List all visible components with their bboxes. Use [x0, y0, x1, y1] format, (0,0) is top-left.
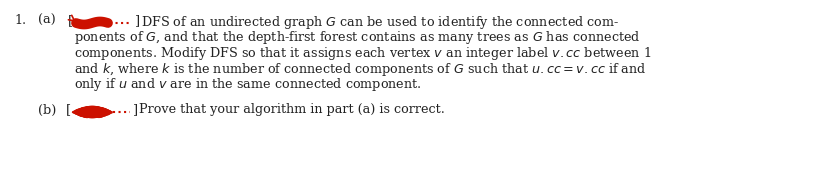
Text: (a): (a) — [38, 14, 56, 27]
Text: [: [ — [66, 103, 71, 116]
Text: (b): (b) — [38, 103, 56, 116]
Text: ponents of $G$, and that the depth-first forest contains as many trees as $G$ ha: ponents of $G$, and that the depth-first… — [74, 30, 641, 47]
Text: ]: ] — [133, 103, 138, 116]
Text: DFS of an undirected graph $G$ can be used to identify the connected com-: DFS of an undirected graph $G$ can be us… — [141, 14, 619, 31]
Text: only if $u$ and $v$ are in the same connected component.: only if $u$ and $v$ are in the same conn… — [74, 76, 422, 93]
Text: [: [ — [68, 14, 73, 27]
Text: ]: ] — [135, 14, 140, 27]
Text: components. Modify DFS so that it assigns each vertex $v$ an integer label $v.cc: components. Modify DFS so that it assign… — [74, 45, 652, 62]
Text: Prove that your algorithm in part (a) is correct.: Prove that your algorithm in part (a) is… — [139, 103, 445, 116]
Text: and $k$, where $k$ is the number of connected components of $G$ such that $u.cc : and $k$, where $k$ is the number of conn… — [74, 61, 647, 77]
Text: 1.: 1. — [14, 14, 26, 27]
